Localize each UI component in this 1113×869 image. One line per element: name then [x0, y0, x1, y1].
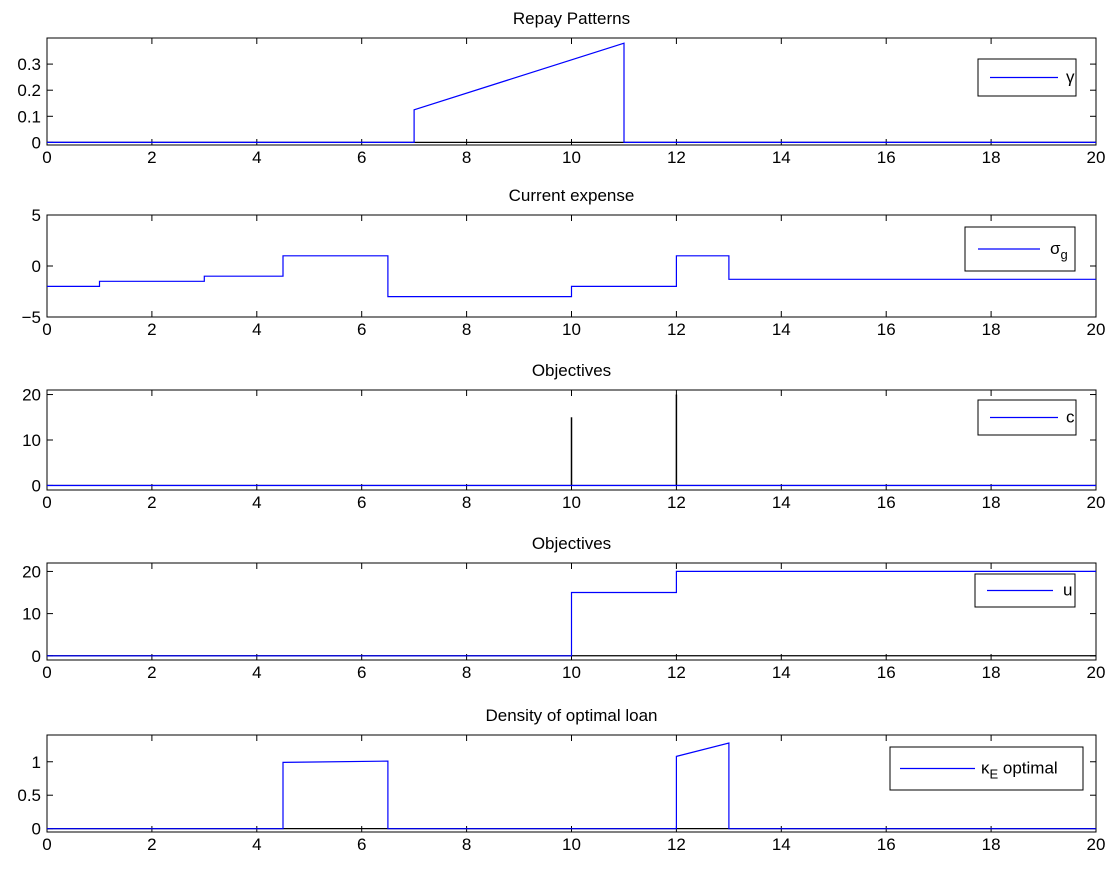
x-tick-label: 8 — [462, 663, 471, 682]
x-tick-label: 12 — [667, 320, 686, 339]
x-tick-label: 20 — [1087, 148, 1106, 167]
x-tick-label: 10 — [562, 835, 581, 854]
y-tick-label: 5 — [32, 206, 41, 225]
chart-title: Density of optimal loan — [486, 706, 658, 725]
x-tick-label: 12 — [667, 493, 686, 512]
legend: c — [977, 399, 1077, 436]
x-tick-label: 4 — [252, 493, 261, 512]
x-tick-label: 8 — [462, 320, 471, 339]
x-tick-label: 8 — [462, 148, 471, 167]
y-tick-label: 0 — [32, 476, 41, 495]
chart-title: Objectives — [532, 534, 611, 553]
x-tick-label: 18 — [982, 493, 1001, 512]
legend-label: c — [1066, 408, 1075, 427]
chart-panel: Objectives 0 2 4 6 8 10 12 14 16 18 20 0 10 20 u — [22, 534, 1105, 682]
series-line — [47, 255, 1096, 298]
x-tick-label: 18 — [982, 835, 1001, 854]
x-tick-label: 6 — [357, 835, 366, 854]
x-tick-label: 20 — [1087, 835, 1106, 854]
x-tick-label: 16 — [877, 835, 896, 854]
y-tick-label: 0 — [32, 647, 41, 666]
y-tick-label: 1 — [32, 753, 41, 772]
x-tick-label: 0 — [42, 148, 51, 167]
x-tick-label: 2 — [147, 493, 156, 512]
x-tick-label: 0 — [42, 493, 51, 512]
x-tick-label: 0 — [42, 320, 51, 339]
x-tick-label: 14 — [772, 835, 791, 854]
series-line — [47, 570, 1096, 657]
x-tick-label: 16 — [877, 320, 896, 339]
legend-label: κE optimal — [981, 759, 1058, 782]
x-tick-label: 18 — [982, 663, 1001, 682]
legend: u — [974, 573, 1076, 608]
legend-label: u — [1063, 581, 1072, 600]
x-tick-label: 10 — [562, 663, 581, 682]
axes-frame — [46, 37, 1097, 146]
x-tick-label: 4 — [252, 835, 261, 854]
x-tick-label: 16 — [877, 663, 896, 682]
x-tick-label: 12 — [667, 663, 686, 682]
x-tick-label: 14 — [772, 663, 791, 682]
y-tick-label: 0 — [32, 257, 41, 276]
axes-frame — [46, 214, 1097, 318]
x-tick-label: 2 — [147, 663, 156, 682]
x-tick-label: 18 — [982, 320, 1001, 339]
x-tick-label: 10 — [562, 320, 581, 339]
x-tick-label: 10 — [562, 493, 581, 512]
x-tick-label: 14 — [772, 320, 791, 339]
chart-title: Objectives — [532, 361, 611, 380]
x-tick-label: 10 — [562, 148, 581, 167]
x-tick-label: 8 — [462, 835, 471, 854]
x-tick-label: 4 — [252, 320, 261, 339]
x-tick-label: 0 — [42, 835, 51, 854]
x-tick-label: 2 — [147, 148, 156, 167]
x-tick-label: 20 — [1087, 320, 1106, 339]
x-tick-label: 4 — [252, 148, 261, 167]
x-tick-label: 18 — [982, 148, 1001, 167]
y-tick-label: 10 — [22, 605, 41, 624]
y-tick-label: −5 — [22, 308, 41, 327]
x-tick-label: 12 — [667, 835, 686, 854]
legend: σg — [964, 226, 1076, 272]
x-tick-label: 4 — [252, 663, 261, 682]
legend: γ — [977, 58, 1077, 97]
y-tick-label: 0 — [32, 820, 41, 839]
y-tick-label: 0.2 — [17, 81, 41, 100]
x-tick-label: 0 — [42, 663, 51, 682]
x-tick-label: 16 — [877, 148, 896, 167]
chart-panel: Repay Patterns 0 2 4 6 8 10 12 14 16 18 20 0 0.1 0.2 0.… — [17, 9, 1105, 167]
x-tick-label: 16 — [877, 493, 896, 512]
x-tick-label: 14 — [772, 493, 791, 512]
x-tick-label: 20 — [1087, 663, 1106, 682]
chart-title: Current expense — [509, 186, 635, 205]
x-tick-label: 14 — [772, 148, 791, 167]
x-tick-label: 20 — [1087, 493, 1106, 512]
y-tick-label: 0.3 — [17, 55, 41, 74]
y-tick-label: 0.5 — [17, 786, 41, 805]
x-tick-label: 6 — [357, 320, 366, 339]
y-tick-label: 10 — [22, 431, 41, 450]
x-tick-label: 2 — [147, 835, 156, 854]
x-tick-label: 6 — [357, 493, 366, 512]
x-tick-label: 6 — [357, 148, 366, 167]
x-tick-label: 8 — [462, 493, 471, 512]
legend-label: σg — [1050, 239, 1068, 262]
x-tick-label: 2 — [147, 320, 156, 339]
series-line — [47, 42, 1096, 143]
chart-panel: Objectives 0 2 4 6 8 10 12 14 16 18 20 0 10 20 c — [22, 361, 1105, 512]
legend: κE optimal — [889, 746, 1084, 791]
y-tick-label: 20 — [22, 562, 41, 581]
y-tick-label: 20 — [22, 386, 41, 405]
x-tick-label: 6 — [357, 663, 366, 682]
x-tick-label: 12 — [667, 148, 686, 167]
y-tick-label: 0.1 — [17, 107, 41, 126]
chart-title: Repay Patterns — [513, 9, 630, 28]
legend-label: γ — [1066, 68, 1075, 87]
series-line — [47, 742, 1096, 830]
y-tick-label: 0 — [32, 133, 41, 152]
